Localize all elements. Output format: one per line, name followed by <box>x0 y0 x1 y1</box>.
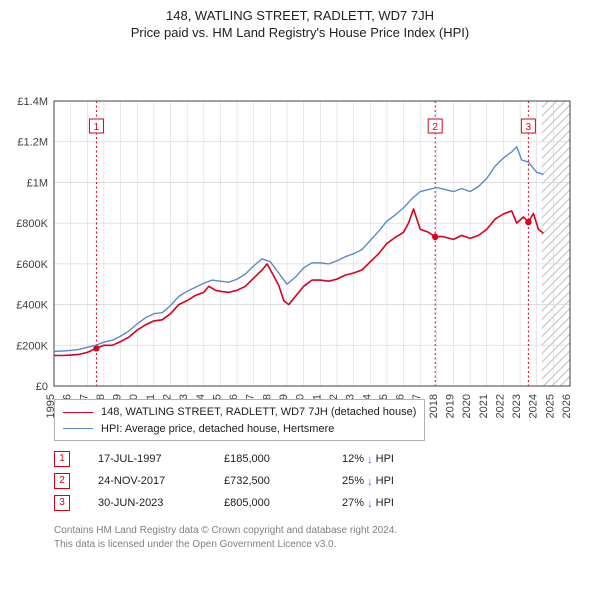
svg-text:£1.4M: £1.4M <box>17 96 48 108</box>
svg-text:2023: 2023 <box>511 394 523 418</box>
sale-row: 1 17-JUL-1997£185,00012% ↓ HPI <box>54 448 462 470</box>
sale-price: £185,000 <box>224 453 342 465</box>
svg-text:£1M: £1M <box>27 177 48 189</box>
footer-text: Contains HM Land Registry data © Crown c… <box>54 524 397 552</box>
legend-row: 148, WATLING STREET, RADLETT, WD7 7JH (d… <box>63 404 416 421</box>
sale-hpi-diff: 25% ↓ HPI <box>342 475 462 488</box>
sale-price: £732,500 <box>224 475 342 487</box>
svg-text:£1.2M: £1.2M <box>17 137 48 149</box>
sale-date: 17-JUL-1997 <box>98 453 224 465</box>
chart-svg: £0£200K£400K£600K£800K£1M£1.2M£1.4M19951… <box>0 46 600 446</box>
svg-text:2026: 2026 <box>561 394 573 418</box>
svg-text:1: 1 <box>94 122 100 133</box>
svg-text:£0: £0 <box>36 381 48 393</box>
sale-date: 30-JUN-2023 <box>98 497 224 509</box>
sale-hpi-diff: 12% ↓ HPI <box>342 453 462 466</box>
legend-label: 148, WATLING STREET, RADLETT, WD7 7JH (d… <box>101 404 416 421</box>
legend-swatch <box>63 412 93 413</box>
sale-row: 2 24-NOV-2017£732,50025% ↓ HPI <box>54 470 462 492</box>
svg-text:2025: 2025 <box>544 394 556 418</box>
footer-line-2: This data is licensed under the Open Gov… <box>54 538 397 552</box>
svg-text:2022: 2022 <box>494 394 506 418</box>
svg-text:2024: 2024 <box>528 394 540 418</box>
svg-text:2019: 2019 <box>444 394 456 418</box>
legend-swatch <box>63 428 93 429</box>
page-subtitle: Price paid vs. HM Land Registry's House … <box>0 23 600 46</box>
sale-row: 3 30-JUN-2023£805,00027% ↓ HPI <box>54 492 462 514</box>
svg-text:2: 2 <box>432 122 438 133</box>
sale-price: £805,000 <box>224 497 342 509</box>
price-chart: £0£200K£400K£600K£800K£1M£1.2M£1.4M19951… <box>0 46 600 451</box>
page-title: 148, WATLING STREET, RADLETT, WD7 7JH <box>0 0 600 23</box>
svg-text:3: 3 <box>526 122 532 133</box>
sale-marker-badge: 2 <box>54 473 70 489</box>
svg-text:2020: 2020 <box>461 394 473 418</box>
svg-text:£800K: £800K <box>16 218 48 230</box>
sales-table: 1 17-JUL-1997£185,00012% ↓ HPI 2 24-NOV-201… <box>54 448 462 514</box>
sale-marker-badge: 3 <box>54 495 70 511</box>
legend-box: 148, WATLING STREET, RADLETT, WD7 7JH (d… <box>54 399 425 441</box>
svg-text:£400K: £400K <box>16 300 48 312</box>
svg-text:2021: 2021 <box>478 394 490 418</box>
sale-hpi-diff: 27% ↓ HPI <box>342 497 462 510</box>
svg-text:2018: 2018 <box>428 394 440 418</box>
footer-line-1: Contains HM Land Registry data © Crown c… <box>54 524 397 538</box>
svg-text:£200K: £200K <box>16 340 48 352</box>
sale-marker-badge: 1 <box>54 451 70 467</box>
legend-label: HPI: Average price, detached house, Hert… <box>101 421 334 438</box>
svg-text:£600K: £600K <box>16 259 48 271</box>
legend-row: HPI: Average price, detached house, Hert… <box>63 421 416 438</box>
sale-date: 24-NOV-2017 <box>98 475 224 487</box>
